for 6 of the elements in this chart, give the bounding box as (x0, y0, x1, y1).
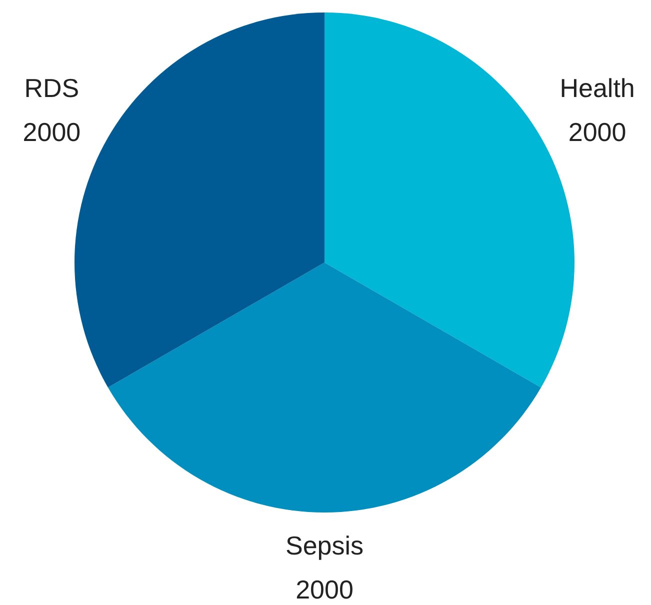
data-label: 2000 (296, 574, 354, 604)
data-label: 2000 (22, 117, 81, 147)
data-label: 2000 (568, 117, 626, 147)
slice-label: Sepsis (285, 530, 364, 560)
slice-label: RDS (24, 73, 80, 103)
slice-label: Health (560, 73, 635, 103)
